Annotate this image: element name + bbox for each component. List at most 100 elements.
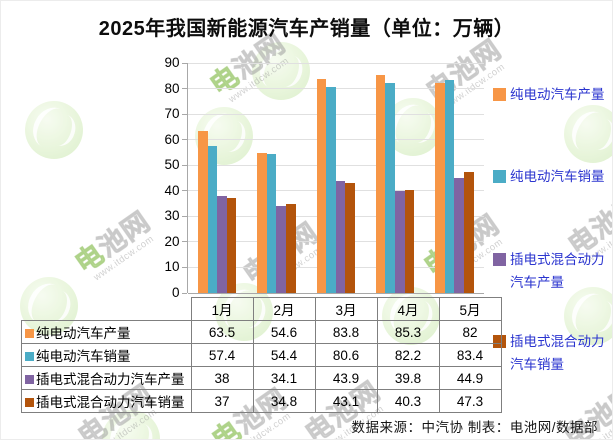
table-row-label-text: 纯电动汽车产量 [36,326,131,341]
table-header-cell: 5月 [438,297,502,321]
y-axis-tick-label: 50 [164,157,180,173]
bar [345,182,355,293]
table-cell: 44.9 [438,366,502,390]
watermark-logo-circle [564,287,612,345]
data-table: 1月 2月 3月 4月 5月 纯电动汽车产量 63.5 54.6 83.8 85.3 82 纯电动汽车… [21,297,502,413]
bar [335,180,346,293]
bar [197,130,208,293]
y-axis-tick [182,88,187,90]
table-cell: 82 [438,320,502,344]
table-cell: 40.3 [376,389,440,413]
table-header-cell: 4月 [376,297,440,321]
bar [385,82,396,293]
chart-title: 2025年我国新能源汽车产销量（单位：万辆） [98,18,515,40]
table-row-label: 纯电动汽车销量 [21,343,192,367]
bar [316,78,327,293]
bar [226,198,237,293]
bar [463,172,474,293]
legend-label: 纯电动汽车销量 [510,169,605,184]
table-cell: 34.1 [252,366,316,390]
watermark-logo-circle [25,101,83,159]
table-cell: 57.4 [190,343,254,367]
table-row-label-text: 纯电动汽车销量 [36,349,131,364]
row-label-swatch [25,352,34,362]
source-note: 数据来源：中汽协 制表：电池网/数据部 [351,420,598,435]
bar [257,153,267,293]
legend-label: 插电式混合动力汽车销量 [510,334,605,372]
row-label-swatch [25,398,34,408]
table-row-label: 插电式混合动力汽车销量 [21,389,192,413]
y-axis-tick-label: 30 [164,208,180,224]
y-axis-tick [182,190,187,192]
table-row: 插电式混合动力汽车销量 37 34.8 43.1 40.3 47.3 [21,389,502,413]
table-cell: 34.8 [252,389,316,413]
legend-item: 插电式混合动力汽车销量 [493,330,607,376]
bar [326,87,336,293]
bar [266,153,277,293]
legend-item: 纯电动汽车产量 [493,83,607,106]
row-label-swatch [25,329,34,339]
table-header-row: 1月 2月 3月 4月 5月 [22,297,502,321]
bar [217,195,227,293]
table-cell: 82.2 [376,343,440,367]
bar [404,190,415,293]
y-axis-tick [182,292,187,294]
table-row-label-text: 插电式混合动力汽车销量 [36,395,185,410]
gridline [187,113,484,115]
table-cell: 43.1 [314,389,378,413]
y-axis-tick-label: 20 [164,233,180,249]
bar [395,191,405,293]
table-cell: 54.6 [252,320,316,344]
watermark-logo-circle [564,105,612,163]
legend-swatch [493,253,506,266]
table-cell: 47.3 [438,389,502,413]
watermark-logo-circle [252,42,310,100]
bar [276,205,287,293]
legend-swatch [493,88,506,101]
y-axis-tick [182,164,187,166]
table-cell: 83.8 [314,320,378,344]
row-label-swatch [25,375,34,385]
table-cell: 38 [190,366,254,390]
legend-label: 插电式混合动力汽车产量 [510,252,605,290]
y-axis-tick-label: 70 [164,106,180,122]
bar [375,75,386,293]
table-header-cell: 1月 [190,297,254,321]
table-row: 纯电动汽车销量 57.4 54.4 80.6 82.2 83.4 [21,343,502,367]
y-axis-tick-label: 60 [164,131,180,147]
y-axis-line [187,63,188,293]
bar [435,83,445,293]
table-row-label: 纯电动汽车产量 [21,320,192,344]
table-cell: 63.5 [190,320,254,344]
y-axis-tick-label: 40 [164,182,180,198]
table-cell: 54.4 [252,343,316,367]
table-row: 插电式混合动力汽车产量 38 34.1 43.9 39.8 44.9 [21,366,502,390]
y-axis-tick [182,139,187,141]
y-axis-tick-label: 80 [164,80,180,96]
table-row-label: 插电式混合动力汽车产量 [21,366,192,390]
table-row-label-text: 插电式混合动力汽车产量 [36,372,185,387]
bar [286,204,296,293]
legend-label: 纯电动汽车产量 [510,87,605,102]
table-cell: 83.4 [438,343,502,367]
table-header-cell: 2月 [252,297,316,321]
y-axis-tick-label: 10 [164,259,180,275]
y-axis-tick-label: 90 [164,55,180,70]
gridline [187,139,484,141]
y-axis-tick [182,266,187,268]
bar [444,79,455,293]
y-axis-tick [182,241,187,243]
gridline [187,62,484,64]
table-cell: 37 [190,389,254,413]
y-axis-tick [182,113,187,115]
y-axis-tick [182,62,187,64]
table-cell: 39.8 [376,366,440,390]
gridline [187,164,484,166]
table-header-cell: 3月 [314,297,378,321]
table-cell: 43.9 [314,366,378,390]
bar [207,146,218,293]
legend-item: 纯电动汽车销量 [493,165,607,188]
legend-swatch [493,170,506,183]
